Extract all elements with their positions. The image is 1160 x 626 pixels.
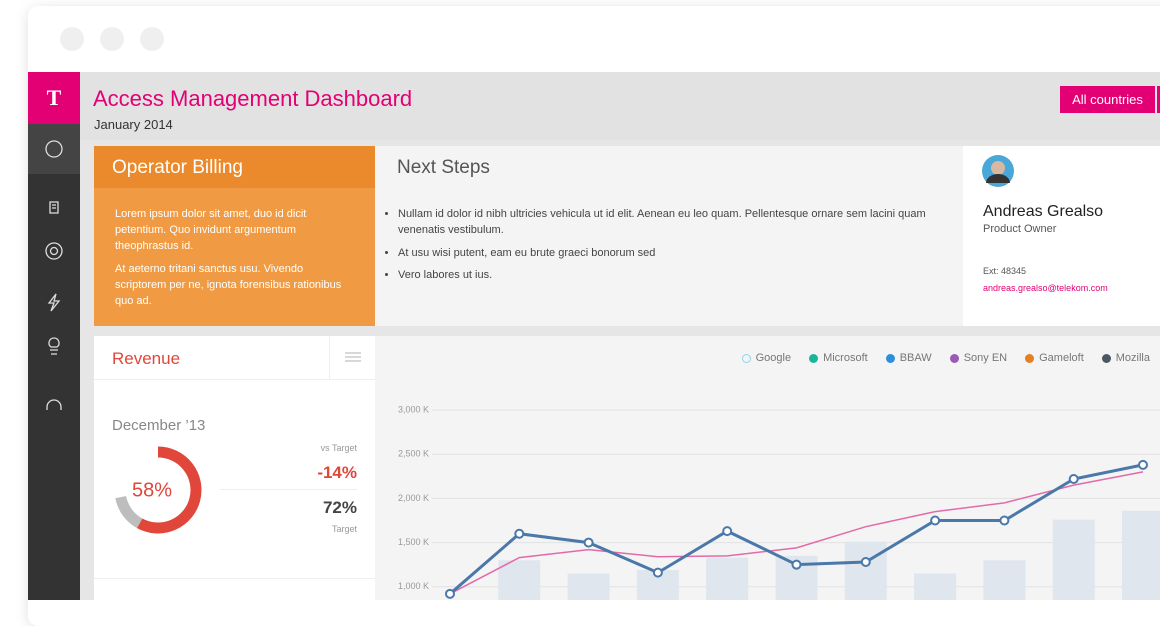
marker bbox=[1068, 473, 1079, 484]
bar bbox=[1122, 510, 1160, 600]
value-arc bbox=[137, 446, 202, 534]
legend-label: Mozilla bbox=[1115, 352, 1150, 364]
country-button[interactable]: All countries bbox=[1060, 86, 1155, 113]
page: T Access Management Dashboard January 20… bbox=[0, 0, 1160, 600]
marker bbox=[722, 526, 733, 537]
bar bbox=[1052, 519, 1095, 600]
sidebar-icons bbox=[28, 124, 80, 410]
divider bbox=[220, 489, 357, 490]
billing-title: Operator Billing bbox=[112, 157, 243, 178]
step: Nullam id dolor id nibh ultricies vehicu… bbox=[398, 206, 958, 238]
legend-item[interactable]: Gameloft bbox=[1025, 352, 1084, 364]
legend-item[interactable]: Mozilla bbox=[1101, 352, 1150, 364]
legend-label: BBAW bbox=[899, 352, 932, 364]
revenue-period: December ’13 bbox=[112, 417, 206, 434]
marker bbox=[999, 515, 1010, 526]
step: At usu wisi putent, eam eu brute graeci … bbox=[398, 245, 958, 261]
legend-label: Microsoft bbox=[823, 352, 868, 364]
billing-header bbox=[94, 146, 375, 188]
legend-label: Gameloft bbox=[1039, 352, 1084, 364]
page-title: Access Management Dashboard bbox=[93, 86, 413, 111]
paragraph: Lorem ipsum dolor sit amet, duo id dicit… bbox=[115, 208, 307, 252]
page-subtitle: January 2014 bbox=[94, 117, 173, 132]
bar bbox=[844, 541, 887, 600]
y-tick-label: 2,500 K bbox=[398, 449, 429, 459]
legend-item[interactable]: Sony EN bbox=[949, 352, 1008, 364]
next-steps-list: Nullam id dolor id nibh ultricies vehicu… bbox=[384, 206, 958, 283]
marker bbox=[583, 537, 594, 548]
donut-label: 58% bbox=[132, 479, 172, 501]
bar bbox=[498, 560, 541, 600]
target-icon[interactable] bbox=[45, 242, 63, 260]
divider bbox=[94, 578, 375, 579]
legend-label: Sony EN bbox=[963, 352, 1008, 364]
step: Vero labores ut ius. bbox=[398, 267, 958, 283]
y-tick-label: 1,000 K bbox=[398, 581, 429, 591]
legend-swatch bbox=[809, 353, 819, 363]
line-chart: 1,000 K 1,500 K 2,000 K 2,500 K 3,000 K bbox=[398, 404, 1160, 600]
marker bbox=[791, 559, 802, 570]
menu-icon[interactable] bbox=[345, 352, 361, 364]
revenue-card bbox=[94, 336, 375, 600]
marker bbox=[445, 588, 455, 599]
bar bbox=[983, 560, 1026, 600]
next-steps-title: Next Steps bbox=[397, 157, 490, 178]
power-icon[interactable] bbox=[47, 293, 61, 312]
contact-email[interactable]: andreas.grealso@telekom.com bbox=[983, 283, 1108, 293]
legend: Google Microsoft BBAW Sony EN Gameloft Mozill… bbox=[741, 352, 1150, 364]
marker bbox=[930, 515, 941, 526]
logo[interactable]: T bbox=[28, 72, 80, 124]
dashboard-icon[interactable] bbox=[45, 140, 63, 158]
contact-role: Product Owner bbox=[983, 223, 1057, 235]
window-dot bbox=[140, 27, 164, 51]
divider bbox=[329, 336, 330, 379]
y-tick-label: 2,000 K bbox=[398, 493, 429, 503]
target-arc bbox=[115, 495, 143, 529]
legend-swatch bbox=[885, 353, 895, 363]
legend-item[interactable]: Microsoft bbox=[809, 352, 868, 364]
marker bbox=[652, 567, 663, 578]
legend-label: Google bbox=[755, 352, 792, 364]
chart-card bbox=[375, 336, 1160, 600]
donut-chart: 58% bbox=[115, 446, 202, 534]
window-dot bbox=[60, 27, 84, 51]
bar bbox=[914, 573, 957, 600]
billing-icon[interactable] bbox=[49, 201, 59, 214]
support-icon[interactable] bbox=[46, 399, 62, 410]
bar bbox=[567, 573, 610, 600]
target-caption: Target bbox=[331, 524, 357, 534]
legend-swatch bbox=[1025, 353, 1035, 363]
series-line bbox=[449, 471, 1144, 595]
button-edge bbox=[1157, 86, 1160, 113]
idea-icon[interactable] bbox=[48, 337, 60, 355]
contact-name: Andreas Grealso bbox=[983, 203, 1104, 220]
revenue-title: Revenue bbox=[112, 349, 181, 368]
bar bbox=[706, 557, 749, 600]
paragraph: At aeterno tritani sanctus usu. Vivendo … bbox=[115, 263, 342, 307]
avatar bbox=[982, 155, 1014, 187]
delta: -14% bbox=[317, 463, 357, 482]
y-tick-label: 3,000 K bbox=[398, 404, 429, 414]
legend-item[interactable]: BBAW bbox=[885, 352, 932, 364]
legend-swatch bbox=[741, 353, 751, 363]
next-steps-card bbox=[375, 146, 963, 326]
window-dot bbox=[100, 27, 124, 51]
marker bbox=[514, 528, 525, 539]
divider bbox=[94, 379, 375, 380]
billing-body: Lorem ipsum dolor sit amet, duo id dicit… bbox=[115, 206, 343, 309]
target: 72% bbox=[322, 498, 357, 517]
active-item bbox=[28, 124, 80, 174]
legend-swatch bbox=[1101, 353, 1111, 363]
legend-item[interactable]: Google bbox=[741, 352, 792, 364]
marker bbox=[860, 557, 871, 568]
marker bbox=[1138, 459, 1148, 470]
legend-swatch bbox=[949, 353, 959, 363]
delta-caption: vs Target bbox=[320, 443, 357, 453]
header bbox=[80, 72, 1160, 140]
y-tick-label: 1,500 K bbox=[398, 537, 429, 547]
contact-ext: Ext: 48345 bbox=[983, 266, 1027, 276]
